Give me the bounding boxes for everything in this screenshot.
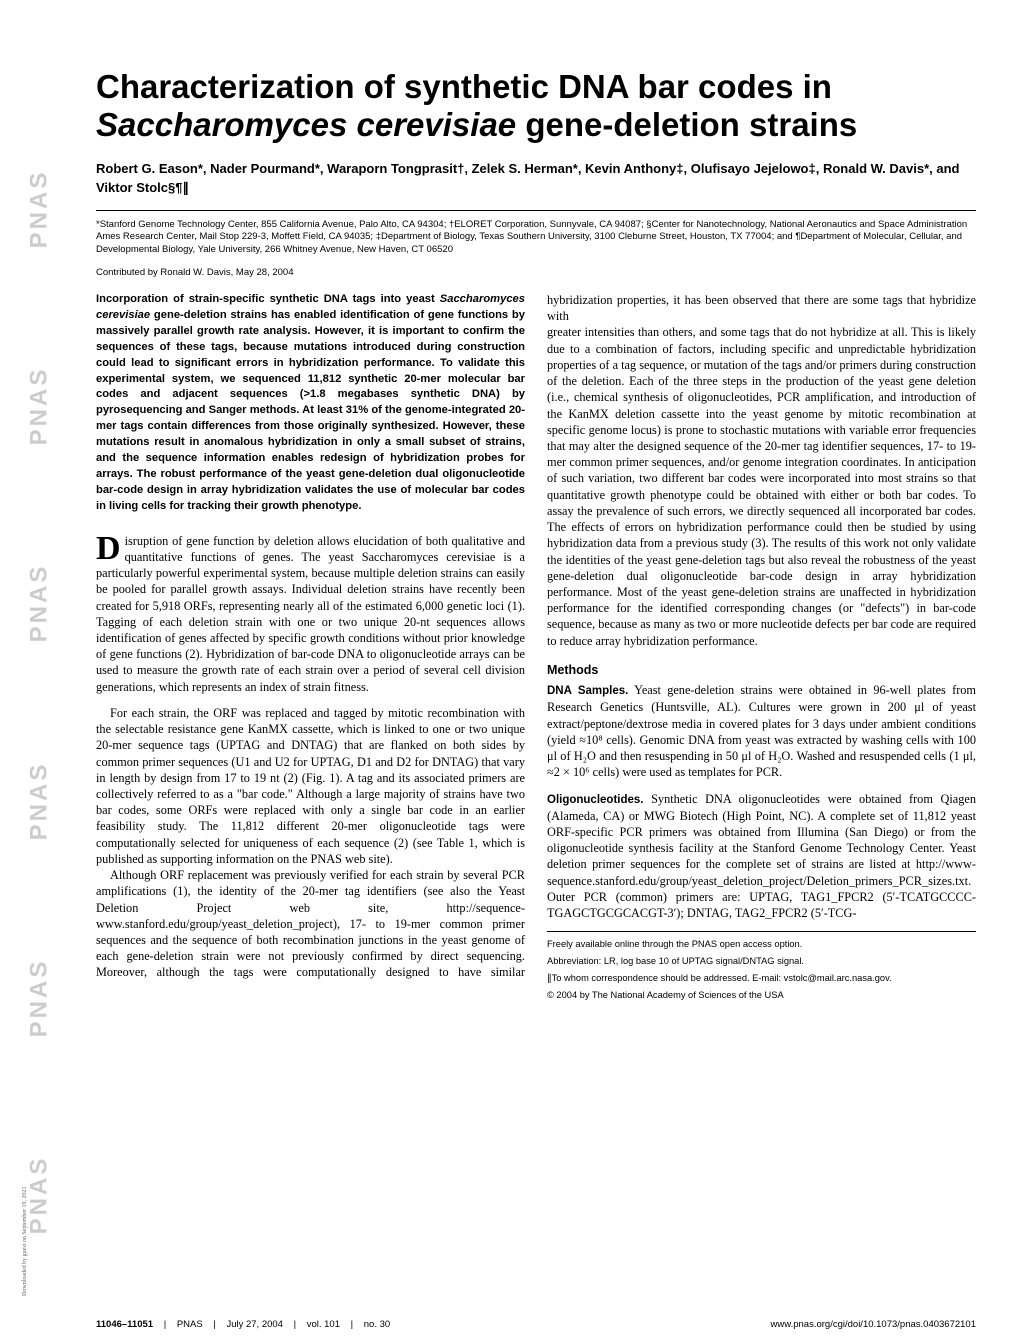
footnotes: Freely available online through the PNAS…: [547, 931, 976, 1003]
footnote-copyright: © 2004 by The National Academy of Scienc…: [547, 989, 976, 1003]
watermark-text: PNAS: [25, 169, 53, 248]
methods-oligonucleotides: Oligonucleotides. Synthetic DNA oligonuc…: [547, 791, 976, 922]
abstract: Incorporation of strain-specific synthet…: [96, 292, 525, 515]
watermark-text: PNAS: [25, 1156, 53, 1235]
p1-text: isruption of gene function by deletion a…: [96, 534, 525, 694]
footer-date: July 27, 2004: [226, 1319, 283, 1330]
watermark-text: PNAS: [25, 564, 53, 643]
download-note: Downloaded by guest on September 19, 202…: [22, 1187, 28, 1296]
intro-paragraph-1: Disruption of gene function by deletion …: [96, 533, 525, 695]
methods-dna-samples: DNA Samples. Yeast gene-deletion strains…: [547, 682, 976, 780]
footer-pages: 11046–11051: [96, 1319, 153, 1330]
footnote-abbreviation: Abbreviation: LR, log base 10 of UPTAG s…: [547, 955, 976, 969]
oligo-label: Oligonucleotides.: [547, 794, 643, 806]
dropcap: D: [96, 533, 125, 563]
title-line1: Characterization of synthetic DNA bar co…: [96, 68, 832, 105]
footer-no: no. 30: [364, 1319, 390, 1330]
footer-right: www.pnas.org/cgi/doi/10.1073/pnas.040367…: [771, 1319, 976, 1330]
page-content: Characterization of synthetic DNA bar co…: [96, 68, 976, 1304]
watermark-text: PNAS: [25, 367, 53, 446]
footer-left: 11046–11051 | PNAS | July 27, 2004 | vol…: [96, 1319, 390, 1330]
abstract-post: gene-deletion strains has enabled identi…: [96, 309, 525, 512]
intro-paragraph-2: For each strain, the ORF was replaced an…: [96, 705, 525, 867]
dna-samples-text: Yeast gene-deletion strains were obtaine…: [547, 683, 976, 779]
affiliations: *Stanford Genome Technology Center, 855 …: [96, 219, 976, 257]
abstract-pre: Incorporation of strain-specific synthet…: [96, 293, 440, 305]
watermark-text: PNAS: [25, 959, 53, 1038]
intro-paragraph-4: greater intensities than others, and som…: [547, 324, 976, 648]
page-footer: 11046–11051 | PNAS | July 27, 2004 | vol…: [96, 1319, 976, 1330]
pnas-watermark: PNAS PNAS PNAS PNAS PNAS PNAS: [8, 110, 70, 1294]
dna-samples-label: DNA Samples.: [547, 685, 628, 697]
oligo-text: Synthetic DNA oligonucleotides were obta…: [547, 792, 976, 920]
footnote-open-access: Freely available online through the PNAS…: [547, 938, 976, 952]
article-title: Characterization of synthetic DNA bar co…: [96, 68, 976, 144]
title-species: Saccharomyces cerevisiae: [96, 106, 516, 143]
footnote-correspondence: ∥To whom correspondence should be addres…: [547, 972, 976, 986]
author-list: Robert G. Eason*, Nader Pourmand*, Warap…: [96, 160, 976, 198]
divider: [96, 210, 976, 211]
footer-vol: vol. 101: [307, 1319, 340, 1330]
two-column-body: Incorporation of strain-specific synthet…: [96, 292, 976, 1003]
title-rest: gene-deletion strains: [516, 106, 857, 143]
footer-journal: PNAS: [177, 1319, 203, 1330]
contributed-line: Contributed by Ronald W. Davis, May 28, …: [96, 267, 976, 278]
methods-heading: Methods: [547, 662, 976, 679]
watermark-text: PNAS: [25, 761, 53, 840]
